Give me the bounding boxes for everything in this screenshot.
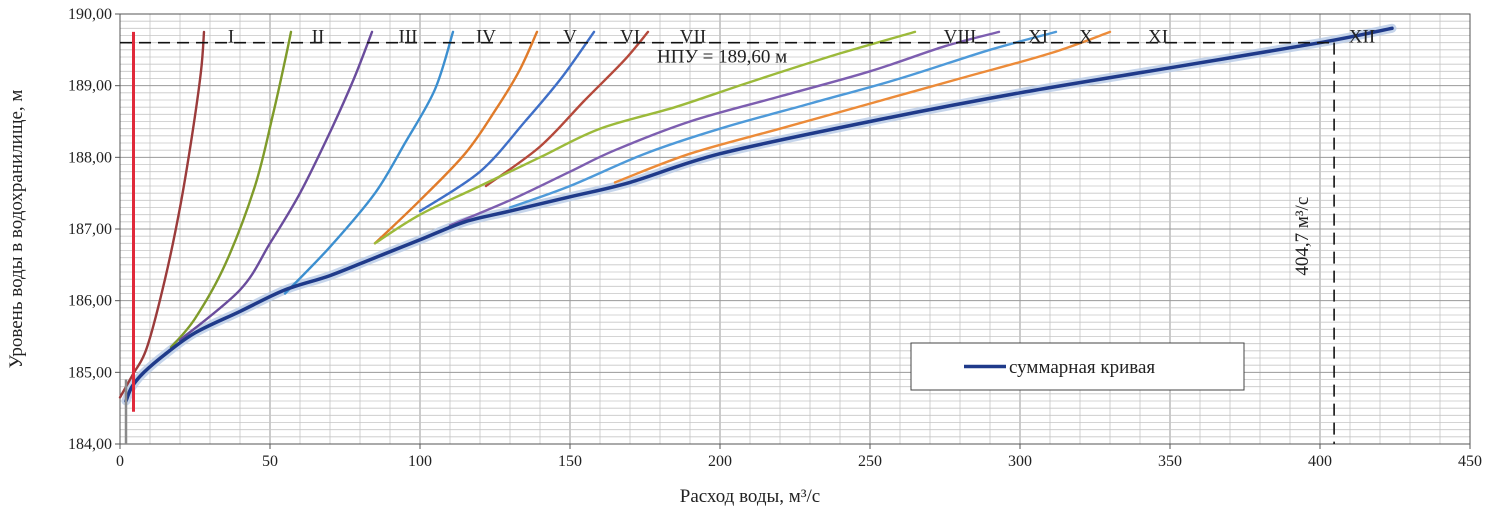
x-tick-label: 0 (116, 453, 124, 470)
curves (118, 23, 1397, 406)
flow-annotation: 404,7 м³/с (1292, 197, 1313, 276)
curve-vi (418, 30, 596, 213)
x-tick-label: 450 (1458, 453, 1482, 470)
summary-curve (124, 26, 1394, 403)
series-label-i: I (228, 27, 234, 48)
y-tick-label: 189,00 (68, 78, 112, 95)
x-tick-label: 200 (708, 453, 732, 470)
curve-ii (169, 30, 293, 349)
series-label-ix: XI (1028, 27, 1048, 48)
series-label-x: X (1079, 27, 1093, 48)
curve-viii (373, 30, 917, 245)
legend: суммарная кривая (910, 342, 1245, 391)
x-tick-label: 100 (408, 453, 432, 470)
curve-iv (283, 30, 455, 295)
legend-label: суммарная кривая (1009, 357, 1155, 378)
series-label-vii: VII (680, 27, 706, 48)
grid (119, 13, 1471, 445)
series-label-vi: VI (620, 27, 640, 48)
curve-iii (178, 30, 374, 342)
x-tick-label: 150 (558, 453, 582, 470)
curve-x (508, 30, 1058, 209)
series-label-iv: IV (476, 27, 496, 48)
x-tick-label: 300 (1008, 453, 1032, 470)
y-axis-title: Уровень воды в водохранилище, м (6, 90, 27, 369)
x-tick-label: 250 (858, 453, 882, 470)
overlays: НПУ = 189,60 м 404,7 м³/с (120, 31, 1335, 444)
y-tick-label: 184,00 (68, 436, 112, 453)
x-tick-label: 400 (1308, 453, 1332, 470)
series-label-xi: XI (1148, 27, 1168, 48)
y-tick-label: 188,00 (68, 149, 112, 166)
y-tick-label: 190,00 (68, 6, 112, 23)
curve-xi (613, 30, 1112, 184)
curve-v (373, 30, 539, 245)
y-tick-label: 187,00 (68, 221, 112, 238)
y-tick-label: 185,00 (68, 364, 112, 381)
axes: 0 50 100 150 200 250 300 350 400 450 184,00 185,00 1… (68, 6, 1482, 470)
series-label-ii: II (312, 27, 325, 48)
series-label-iii: III (399, 27, 418, 48)
x-axis-title: Расход воды, м³/с (680, 486, 821, 507)
x-tick-label: 50 (262, 453, 278, 470)
series-labels: I II III IV V VI VII VIII XI X XI XII (228, 27, 1375, 48)
curve-ix (448, 30, 1001, 227)
series-label-viii: VIII (944, 27, 977, 48)
curve-vii (484, 30, 650, 188)
x-tick-label: 350 (1158, 453, 1182, 470)
y-tick-label: 186,00 (68, 293, 112, 310)
series-label-v: V (563, 27, 577, 48)
series-label-xii: XII (1349, 27, 1375, 48)
npu-annotation: НПУ = 189,60 м (657, 47, 787, 68)
